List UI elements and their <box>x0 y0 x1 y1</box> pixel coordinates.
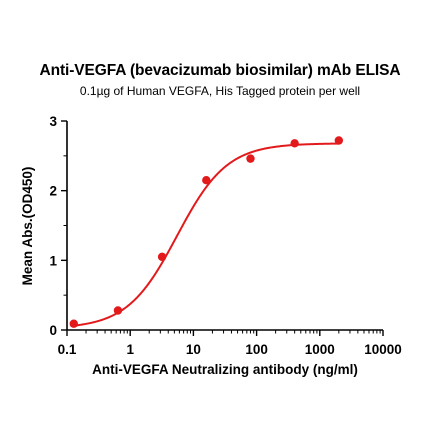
x-axis-ticks: 0.1 1 10 100 1000 10000 <box>58 330 402 357</box>
data-point <box>157 252 167 262</box>
x-tick-label: 1 <box>126 342 134 357</box>
x-tick-label: 100 <box>245 342 268 357</box>
x-tick-label: 10000 <box>364 342 402 357</box>
data-point <box>202 176 211 185</box>
x-tick-label: 10 <box>186 342 201 357</box>
x-axis-title: Anti-VEGFA Neutralizing antibody (ng/ml) <box>92 362 358 377</box>
fit-curve <box>73 142 339 327</box>
y-tick-label: 3 <box>49 114 57 129</box>
y-tick-label: 2 <box>49 184 57 199</box>
data-points <box>69 136 344 328</box>
x-tick-label: 0.1 <box>58 342 77 357</box>
x-tick-label: 1000 <box>305 342 335 357</box>
chart-title: Anti-VEGFA (bevacizumab biosimilar) mAb … <box>39 62 401 79</box>
data-point <box>290 139 299 148</box>
data-point <box>69 319 78 328</box>
axes <box>66 121 383 331</box>
y-tick-label: 0 <box>49 323 57 338</box>
data-point <box>246 154 255 163</box>
y-axis-title: Mean Abs.(OD450) <box>20 167 35 286</box>
y-axis-ticks: 0 1 2 3 <box>49 114 67 338</box>
y-tick-label: 1 <box>49 253 57 268</box>
data-point <box>334 136 344 145</box>
data-point <box>113 306 123 315</box>
chart-subtitle: 0.1µg of Human VEGFA, His Tagged protein… <box>79 84 361 98</box>
